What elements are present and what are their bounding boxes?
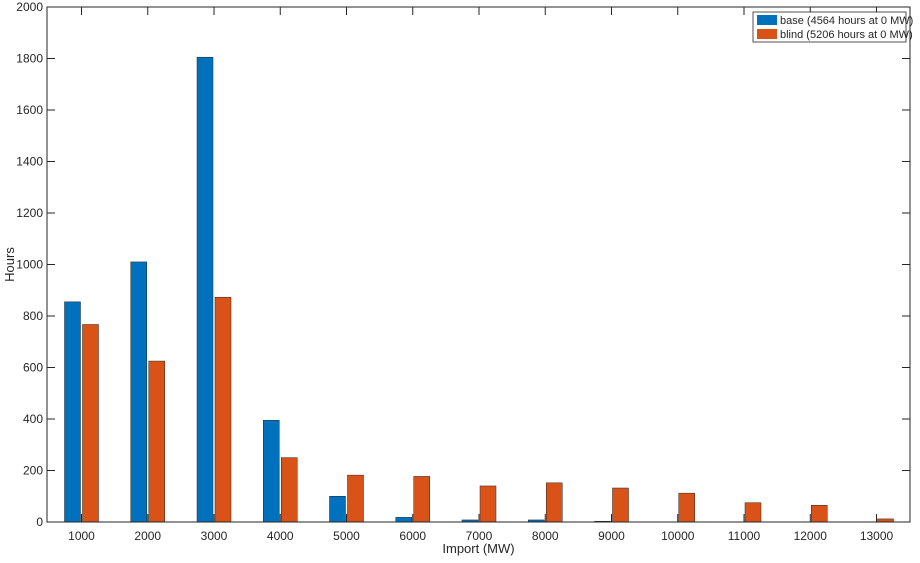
x-tick-label: 12000 [794, 529, 828, 543]
bar-blind-8000 [546, 482, 563, 523]
x-tick-label: 1000 [68, 529, 95, 543]
x-tick-label: 7000 [466, 529, 493, 543]
x-tick-label: 8000 [532, 529, 559, 543]
y-axis-label: Hours [2, 247, 17, 282]
bar-blind-9000 [612, 487, 629, 523]
y-tick-label: 1600 [16, 103, 43, 117]
bar-base-3000 [196, 56, 214, 523]
x-tick-label: 10000 [661, 529, 695, 543]
bar-base-4000 [263, 420, 280, 523]
bar-base-6000 [395, 517, 412, 523]
x-tick-label: 6000 [399, 529, 426, 543]
x-tick-label: 4000 [267, 529, 294, 543]
legend: base (4564 hours at 0 MW) blind (5206 ho… [752, 11, 913, 43]
legend-entry-base: base (4564 hours at 0 MW) [780, 15, 913, 27]
y-tick-label: 1800 [16, 52, 43, 66]
bar-blind-2000 [148, 360, 165, 523]
y-tick-label: 800 [23, 309, 43, 323]
y-tick-label: 0 [36, 515, 43, 529]
y-tick-label: 200 [23, 464, 43, 478]
x-axis: 1000 2000 3000 4000 5000 6000 7000 8000 9000 1000… [68, 7, 894, 543]
y-tick-label: 1000 [16, 258, 43, 272]
y-tick-label: 400 [23, 412, 43, 426]
y-tick-label: 1200 [16, 206, 43, 220]
bar-blind-10000 [678, 492, 695, 523]
bar-blind-7000 [479, 485, 497, 523]
x-tick-label: 13000 [860, 529, 894, 543]
bar-blind-3000 [214, 296, 232, 523]
legend-swatch-blind [757, 29, 777, 39]
bar-base-2000 [130, 261, 147, 523]
bar-base-1000 [64, 301, 81, 523]
y-axis: 0 200 400 600 800 1000 1200 1400 1600 1800 2000 [16, 0, 910, 529]
bar-blind-11000 [744, 502, 762, 523]
bar-base-5000 [329, 496, 346, 523]
plot-area [47, 7, 910, 522]
x-tick-label: 11000 [728, 529, 761, 543]
y-tick-label: 1400 [16, 155, 43, 169]
bar-blind-1000 [82, 324, 99, 523]
x-tick-label: 3000 [201, 529, 228, 543]
legend-swatch-base [757, 15, 777, 25]
x-tick-label: 9000 [598, 529, 625, 543]
bars-layer [64, 56, 894, 523]
bar-blind-12000 [811, 505, 828, 523]
x-axis-label: Import (MW) [442, 541, 514, 556]
bar-blind-4000 [281, 457, 298, 523]
bar-blind-6000 [413, 476, 430, 523]
legend-box [752, 11, 907, 43]
legend-entry-blind: blind (5206 hours at 0 MW) [780, 29, 913, 41]
x-tick-label: 2000 [134, 529, 161, 543]
y-tick-label: 600 [23, 361, 43, 375]
y-tick-label: 2000 [16, 0, 43, 14]
bar-blind-5000 [347, 474, 364, 523]
x-tick-label: 5000 [333, 529, 360, 543]
